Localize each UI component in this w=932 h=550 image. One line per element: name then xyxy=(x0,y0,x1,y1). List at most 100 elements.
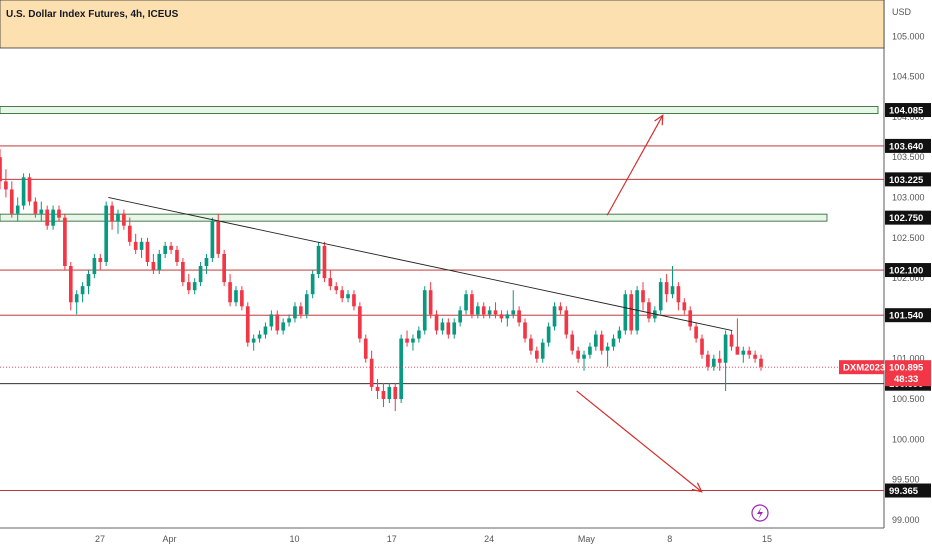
price-tick-label: 105.000 xyxy=(892,31,925,41)
candle-body xyxy=(98,257,103,262)
currency-label: USD xyxy=(892,7,912,17)
time-tick-label: May xyxy=(578,534,596,544)
candle-body xyxy=(234,290,238,303)
candle-body xyxy=(163,245,168,254)
candle-body xyxy=(21,177,26,206)
price-tick-label: 101.000 xyxy=(892,354,925,364)
candle-body xyxy=(216,221,221,254)
price-tick-label: 99.000 xyxy=(892,515,920,525)
projection-arrow-line xyxy=(606,114,664,216)
candle-body xyxy=(0,157,2,182)
price-axis[interactable]: 105.000104.500104.000103.500103.000102.5… xyxy=(885,31,931,525)
time-tick-label: 8 xyxy=(667,534,672,544)
candle-body xyxy=(328,278,333,287)
level-price-tag xyxy=(885,103,931,118)
level-price-tag xyxy=(885,210,931,225)
candle-body xyxy=(186,282,191,291)
level-zone xyxy=(0,213,828,222)
candle-body xyxy=(358,306,362,339)
candle-body xyxy=(340,290,344,299)
candle-body xyxy=(759,358,763,367)
candle-body xyxy=(51,209,55,226)
time-tick-label: Apr xyxy=(162,534,176,544)
candle-body xyxy=(245,306,250,343)
candle-body xyxy=(611,338,616,347)
price-tick-label: 100.000 xyxy=(892,434,925,444)
candle-body xyxy=(352,294,356,307)
candle-body xyxy=(417,330,421,339)
candle-body xyxy=(599,334,604,351)
candle-body xyxy=(470,294,474,315)
candle-body xyxy=(440,322,445,331)
price-tick-label: 102.500 xyxy=(892,233,925,243)
level-price-label: 101.540 xyxy=(889,311,923,322)
level-price-label: 102.750 xyxy=(889,213,923,224)
candle-body xyxy=(57,209,61,218)
title-banner xyxy=(0,0,885,49)
candle-body xyxy=(240,290,244,307)
candle-body xyxy=(658,282,663,311)
candle-body xyxy=(287,318,291,323)
candle-body xyxy=(116,213,120,222)
candle-body xyxy=(175,249,179,262)
candle-body xyxy=(222,253,226,283)
candle-body xyxy=(192,282,197,291)
candle-body xyxy=(293,306,297,319)
candle-body xyxy=(381,390,386,400)
candle-body xyxy=(204,257,209,267)
level-price-label: 102.100 xyxy=(889,266,923,277)
candlestick-series xyxy=(0,149,763,412)
candle-body xyxy=(623,294,628,331)
price-tick-label: 99.500 xyxy=(892,475,920,485)
candle-body xyxy=(157,253,162,271)
candle-body xyxy=(74,294,79,303)
candle-body xyxy=(45,209,50,226)
candle-body xyxy=(641,290,645,303)
candle-body xyxy=(9,189,14,214)
candle-body xyxy=(511,310,516,315)
candle-body xyxy=(169,245,173,250)
candle-body xyxy=(228,282,232,303)
candle-body xyxy=(499,314,504,319)
candle-body xyxy=(593,334,598,347)
candle-body xyxy=(210,221,215,258)
candle-body xyxy=(151,261,156,271)
chart-title: U.S. Dollar Index Futures, 4h, ICEUS xyxy=(6,9,179,20)
candle-body xyxy=(63,217,67,267)
candle-body xyxy=(617,330,622,339)
projection-arrow-head xyxy=(691,482,703,493)
candle-body xyxy=(670,286,675,295)
chart-header: U.S. Dollar Index Futures, 4h, ICEUS USD xyxy=(0,0,912,49)
countdown-label: 48:33 xyxy=(894,374,918,385)
time-tick-label: 17 xyxy=(387,534,397,544)
candle-body xyxy=(711,358,716,367)
candle-body xyxy=(434,314,439,331)
candle-body xyxy=(458,310,462,323)
candle-body xyxy=(104,205,109,262)
projection-arrow-line xyxy=(576,390,703,493)
time-axis[interactable]: 27 Apr 10 17 24 May 8 15 xyxy=(95,534,772,544)
level-price-tag xyxy=(885,138,931,153)
flash-icon[interactable] xyxy=(751,504,769,522)
candle-body xyxy=(198,266,203,283)
candle-body xyxy=(487,310,492,315)
candle-body xyxy=(540,342,545,359)
candle-body xyxy=(664,282,669,295)
candle-body xyxy=(588,346,592,355)
candle-body xyxy=(346,294,350,299)
candle-body xyxy=(33,201,38,214)
level-price-tag xyxy=(885,172,931,187)
candle-body xyxy=(505,314,510,319)
candle-body xyxy=(428,290,433,315)
candle-body xyxy=(741,350,746,355)
price-tick-label: 102.000 xyxy=(892,273,925,283)
candle-body xyxy=(281,322,285,331)
candle-body xyxy=(39,209,44,214)
candle-body xyxy=(127,225,132,242)
candle-body xyxy=(723,334,728,363)
candle-body xyxy=(251,338,256,343)
candle-body xyxy=(257,334,262,339)
